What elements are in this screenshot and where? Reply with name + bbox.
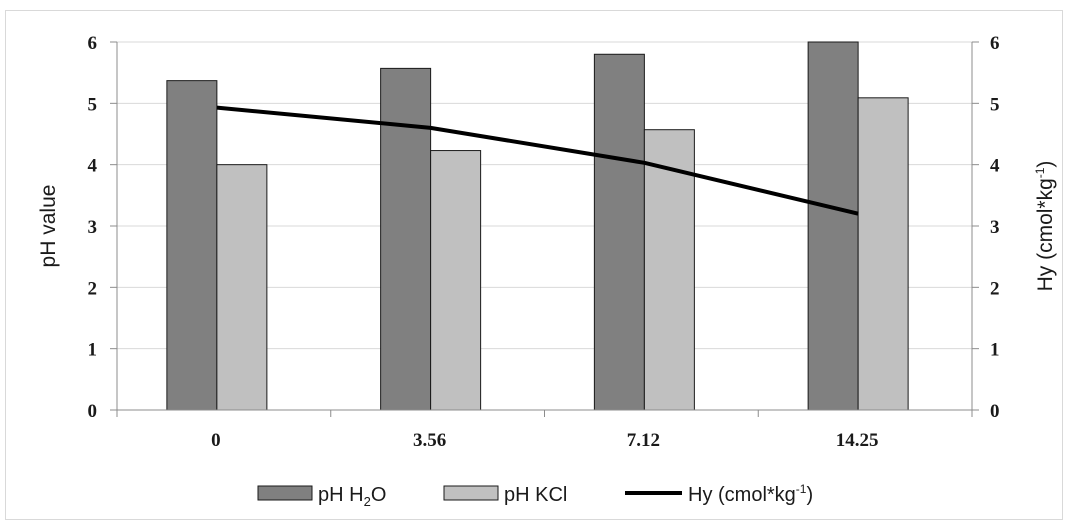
bar-ph-kcl <box>857 97 909 411</box>
y2-tick-label: 2 <box>990 278 1000 299</box>
x-tick-label: 14.25 <box>836 430 879 451</box>
axis-layer: 0 1 2 3 4 5 6 0 1 2 3 4 5 6 0 3.56 7.12 14.25 <box>88 33 1001 451</box>
y2-axis-title: Hy (cmol*kg-1) <box>1033 161 1057 292</box>
bar-ph-h2o <box>380 67 432 411</box>
legend-swatch-ph-h2o <box>257 485 313 501</box>
y2-tick-label: 3 <box>990 217 1000 238</box>
y2-tick-label: 5 <box>990 94 1000 115</box>
bar-ph-h2o <box>807 41 859 411</box>
x-tick-label: 7.12 <box>627 430 660 451</box>
y-tick-label: 3 <box>88 217 98 238</box>
y2-tick-label: 6 <box>990 33 1000 54</box>
legend-label-ph-h2o: pH H2O <box>318 484 386 509</box>
y2-tick-label: 4 <box>990 156 1000 177</box>
y-tick-label: 1 <box>88 340 98 361</box>
legend-label-hy: Hy (cmol*kg-1) <box>688 482 813 506</box>
bar-ph-kcl <box>430 150 482 411</box>
legend-swatch-ph-kcl <box>443 485 499 501</box>
y2-tick-label: 0 <box>990 401 1000 422</box>
y-tick-label: 2 <box>88 278 98 299</box>
y-tick-label: 6 <box>88 33 98 54</box>
bar-ph-kcl <box>216 164 268 411</box>
y-tick-label: 0 <box>88 401 98 422</box>
line-layer <box>216 105 859 216</box>
bar-ph-kcl <box>643 129 695 411</box>
line-hy <box>216 105 859 216</box>
x-tick-label: 0 <box>211 430 221 451</box>
bars-layer <box>166 41 909 411</box>
y2-title-tail: ) <box>1034 161 1057 168</box>
y2-tick-label: 1 <box>990 340 1000 361</box>
y2-title-main: Hy (cmol*kg <box>1034 178 1057 291</box>
bar-ph-h2o <box>166 80 218 411</box>
y-tick-label: 4 <box>88 156 98 177</box>
legend-label-ph-kcl: pH KCl <box>504 484 567 506</box>
legend: pH H2O pH KCl Hy (cmol*kg-1) <box>257 482 813 509</box>
x-tick-label: 3.56 <box>413 430 446 451</box>
y-axis-title: pH value <box>37 185 60 268</box>
y-tick-label: 5 <box>88 94 98 115</box>
bar-ph-h2o <box>593 53 645 411</box>
y2-title-sup: -1 <box>1033 167 1047 178</box>
